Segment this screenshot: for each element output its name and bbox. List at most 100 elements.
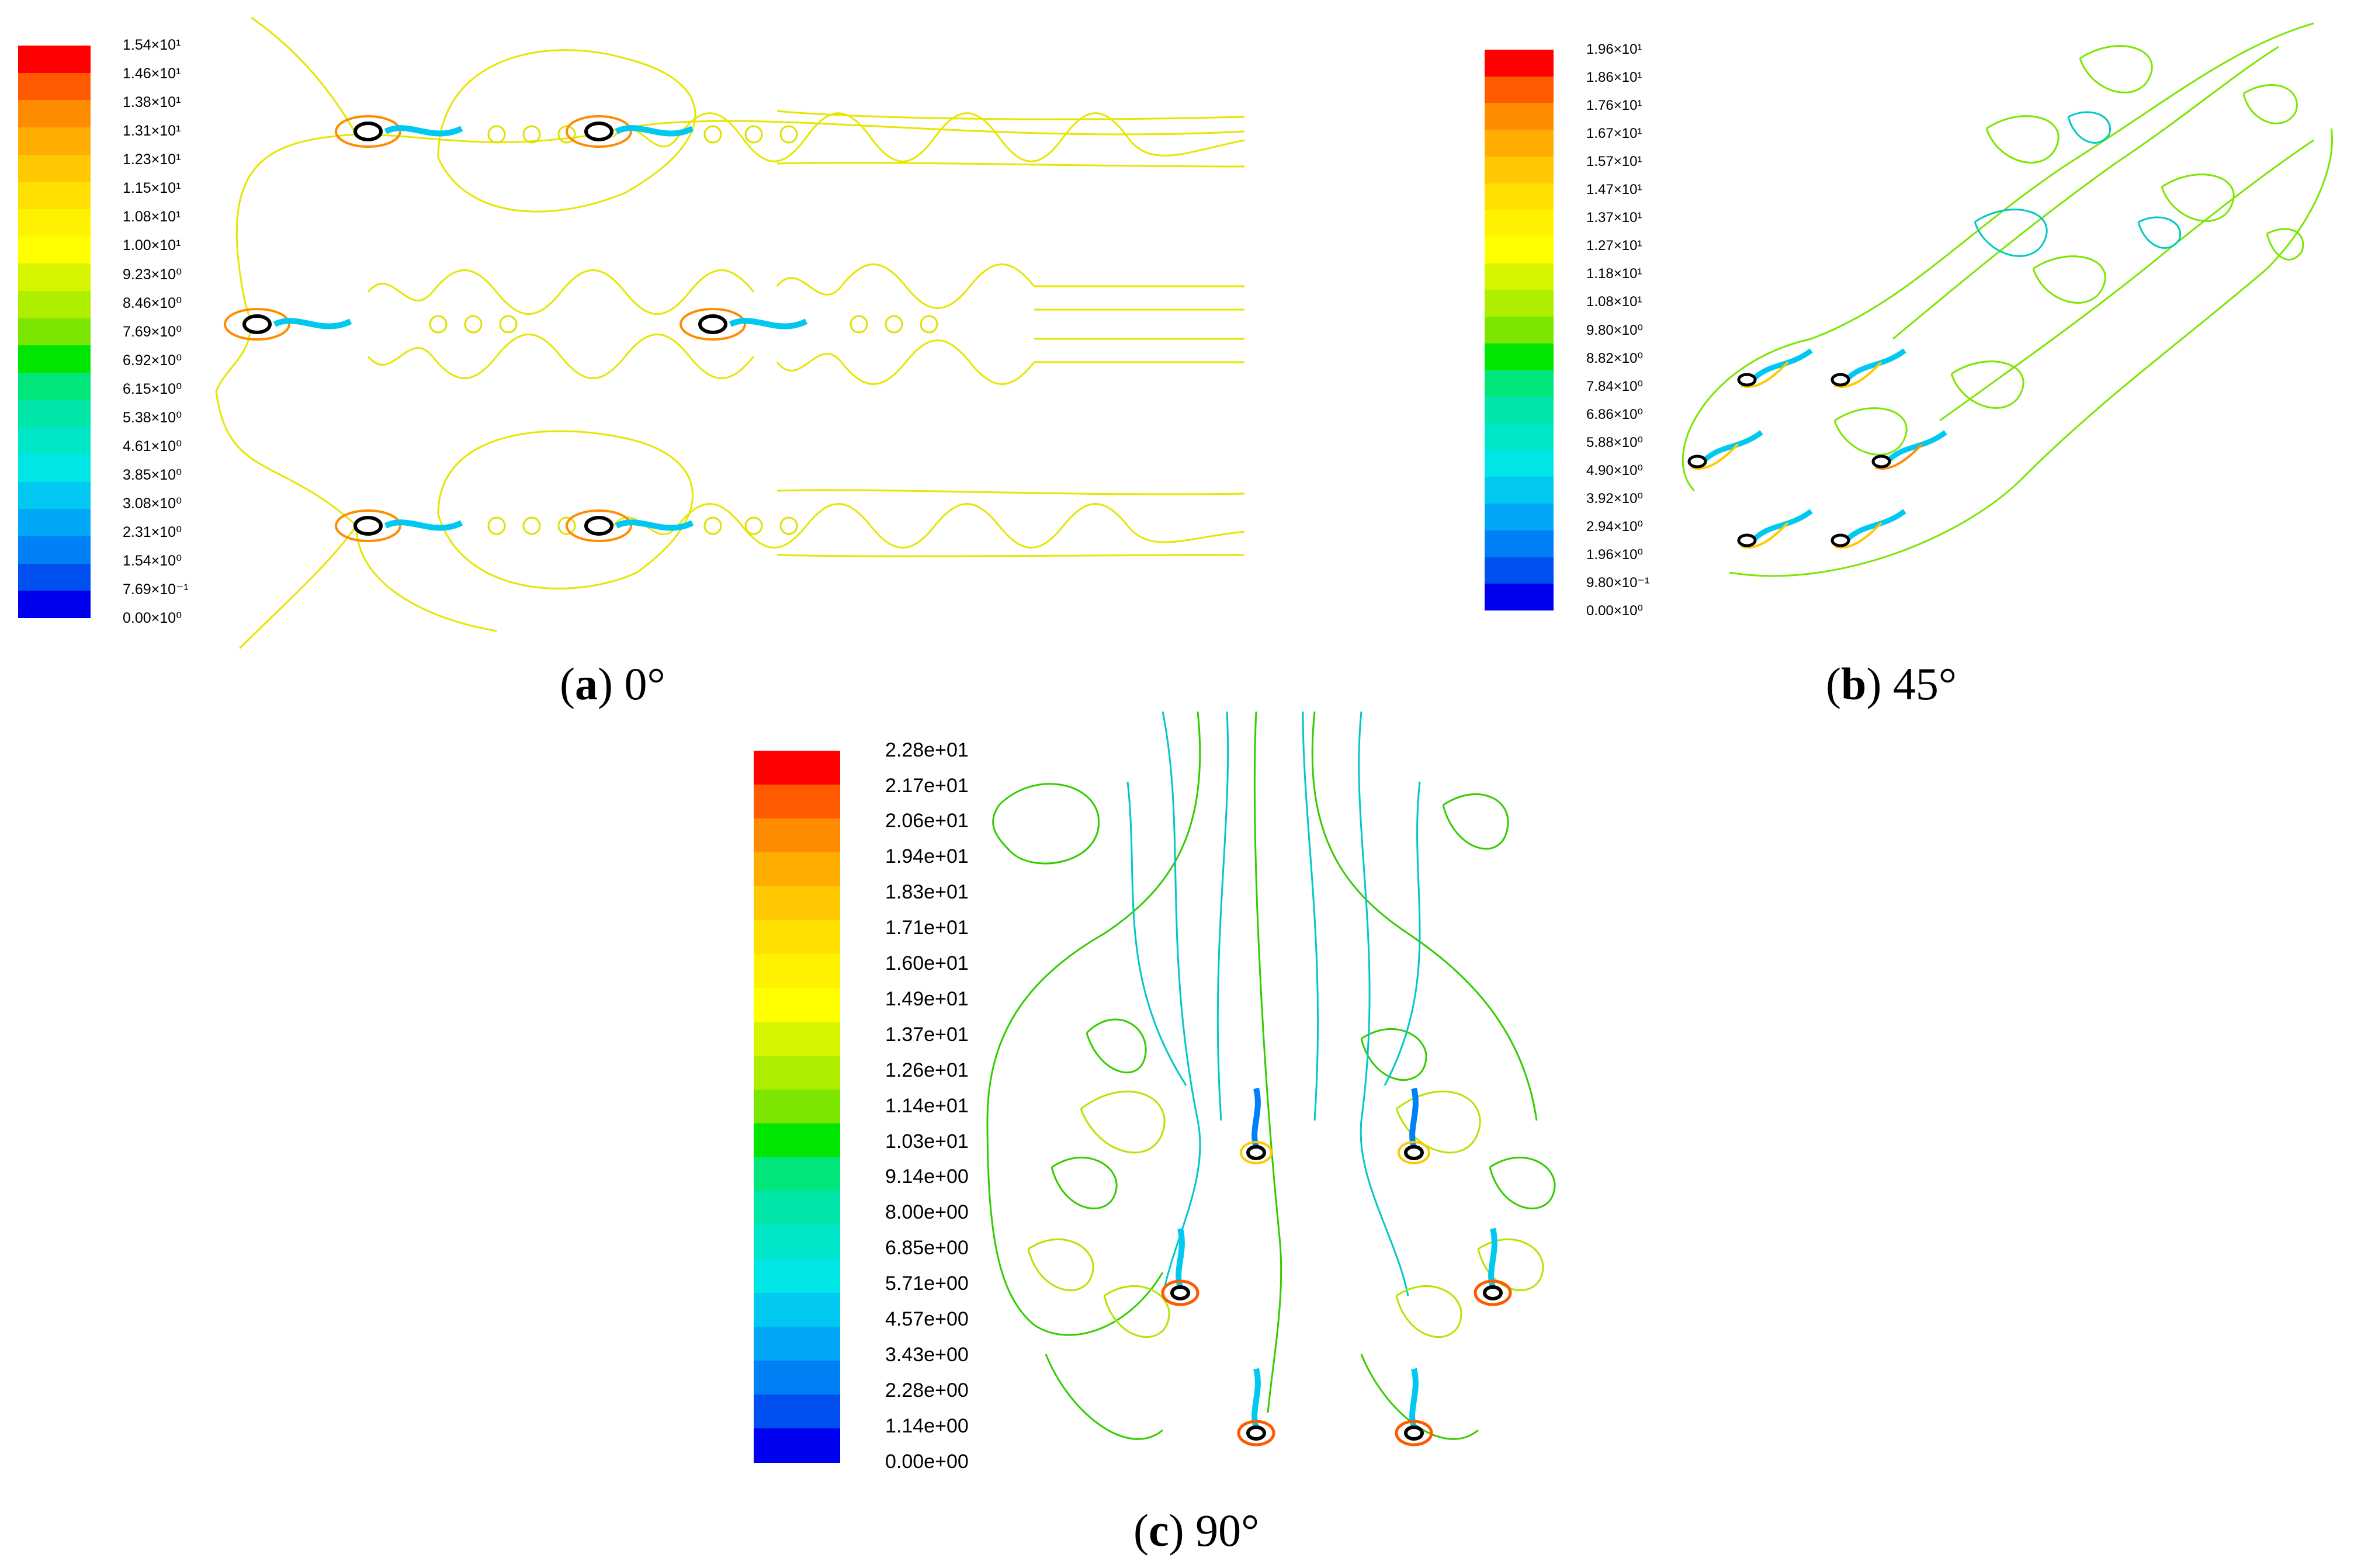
colorbar-tick-label: 1.38×10¹: [123, 94, 181, 110]
colorbar-tick-label: 9.23×10⁰: [123, 266, 182, 283]
colorbar-swatch: [18, 263, 91, 292]
colorbar-tick-label: 1.54×10¹: [123, 37, 181, 53]
colorbar-tick-label: 2.17e+01: [885, 774, 969, 797]
colorbar-swatch: [754, 818, 840, 853]
colorbar-tick-label: 1.14e+01: [885, 1094, 969, 1117]
colorbar-swatch: [1485, 130, 1554, 157]
colorbar-swatch: [754, 920, 840, 955]
colorbar-tick-label: 1.49e+01: [885, 987, 969, 1010]
colorbar-tick-label: 1.54×10⁰: [123, 553, 182, 569]
colorbar-tick-label: 5.88×10⁰: [1586, 434, 1644, 450]
colorbar-swatch: [18, 291, 91, 319]
colorbar-tick-label: 1.26e+01: [885, 1059, 969, 1081]
colorbar-tick-label: 2.31×10⁰: [123, 524, 182, 540]
caption-b-angle: 45°: [1881, 658, 1957, 709]
colorbar-tick-label: 9.80×10⁰: [1586, 322, 1644, 338]
colorbar-swatch: [1485, 210, 1554, 237]
colorbar-tick-label: 6.92×10⁰: [123, 352, 182, 369]
colorbar-tick-label: 1.71e+01: [885, 917, 969, 939]
colorbar-c: [754, 751, 840, 1463]
colorbar-swatch: [754, 1361, 840, 1395]
colorbar-swatch: [18, 236, 91, 264]
colorbar-swatch: [18, 536, 91, 564]
colorbar-swatch: [1485, 50, 1554, 77]
colorbar-tick-label: 0.00×10⁰: [1586, 602, 1644, 619]
colorbar-swatch: [1485, 237, 1554, 264]
colorbar-tick-label: 5.71e+00: [885, 1272, 969, 1295]
colorbar-swatch: [18, 563, 91, 591]
colorbar-tick-label: 1.67×10¹: [1586, 125, 1642, 141]
colorbar-swatch: [1485, 530, 1554, 558]
colorbar-tick-label: 7.69×10⁻¹: [123, 581, 189, 598]
colorbar-swatch: [754, 886, 840, 921]
colorbar-swatch: [1485, 424, 1554, 451]
colorbar-swatch: [1485, 370, 1554, 397]
colorbar-swatch: [18, 455, 91, 483]
caption-a-letter: a: [574, 658, 598, 709]
colorbar-swatch: [754, 1022, 840, 1056]
colorbar-tick-label: 1.86×10¹: [1586, 69, 1642, 85]
colorbar-swatch: [1485, 557, 1554, 584]
colorbar-swatch: [1485, 290, 1554, 317]
colorbar-tick-label: 1.60e+01: [885, 952, 969, 974]
colorbar-swatch: [18, 127, 91, 155]
colorbar-a: [18, 46, 91, 619]
colorbar-swatch: [18, 591, 91, 619]
colorbar-tick-label: 3.85×10⁰: [123, 467, 182, 483]
colorbar-swatch: [18, 373, 91, 401]
colorbar-swatch: [754, 1225, 840, 1260]
colorbar-tick-label: 2.28e+01: [885, 738, 969, 761]
colorbar-tick-label: 0.00e+00: [885, 1450, 969, 1473]
colorbar-swatch: [754, 988, 840, 1022]
caption-b: (b) 45°: [1826, 658, 1957, 709]
colorbar-swatch: [1485, 156, 1554, 184]
colorbar-tick-label: 8.46×10⁰: [123, 295, 182, 311]
colorbar-tick-label: 1.23×10¹: [123, 151, 181, 168]
colorbar-tick-label: 1.00×10¹: [123, 237, 181, 254]
colorbar-tick-label: 1.37×10¹: [1586, 209, 1642, 226]
colorbar-tick-label: 6.85e+00: [885, 1237, 969, 1260]
colorbar-swatch: [1485, 477, 1554, 504]
colorbar-tick-label: 2.06e+01: [885, 810, 969, 832]
colorbar-swatch: [754, 1428, 840, 1463]
colorbar-swatch: [754, 852, 840, 887]
colorbar-swatch: [754, 1327, 840, 1361]
contour-plot-a: [215, 16, 1245, 650]
colorbar-tick-label: 1.31×10¹: [123, 123, 181, 139]
colorbar-swatch: [18, 427, 91, 455]
colorbar-swatch: [754, 751, 840, 785]
colorbar-tick-label: 1.47×10¹: [1586, 181, 1642, 197]
caption-a-angle: 0°: [612, 658, 665, 709]
colorbar-tick-label: 0.00×10⁰: [123, 610, 182, 626]
colorbar-tick-label: 1.57×10¹: [1586, 153, 1642, 169]
colorbar-tick-label: 1.37e+01: [885, 1023, 969, 1046]
colorbar-swatch: [754, 785, 840, 819]
colorbar-swatch: [1485, 343, 1554, 371]
colorbar-swatch: [1485, 317, 1554, 344]
colorbar-swatch: [18, 400, 91, 428]
colorbar-tick-label: 3.08×10⁰: [123, 495, 182, 512]
colorbar-tick-label: 1.18×10¹: [1586, 265, 1642, 282]
colorbar-tick-label: 7.84×10⁰: [1586, 378, 1644, 394]
caption-b-letter: b: [1840, 658, 1867, 709]
colorbar-swatch: [754, 1191, 840, 1226]
colorbar-tick-label: 1.27×10¹: [1586, 237, 1642, 254]
colorbar-swatch: [754, 954, 840, 988]
colorbar-swatch: [754, 1259, 840, 1293]
colorbar-swatch: [18, 209, 91, 237]
colorbar-swatch: [754, 1056, 840, 1090]
colorbar-swatch: [1485, 450, 1554, 477]
colorbar-swatch: [754, 1293, 840, 1327]
colorbar-tick-label: 2.28e+00: [885, 1379, 969, 1402]
colorbar-tick-label: 5.38×10⁰: [123, 410, 182, 426]
caption-a: (a) 0°: [560, 658, 665, 709]
colorbar-swatch: [18, 46, 91, 74]
colorbar-tick-label: 6.15×10⁰: [123, 381, 182, 397]
colorbar-tick-label: 3.43e+00: [885, 1343, 969, 1366]
colorbar-tick-label: 1.08×10¹: [123, 209, 181, 225]
colorbar-swatch: [1485, 183, 1554, 210]
colorbar-tick-label: 4.57e+00: [885, 1308, 969, 1330]
caption-c-angle: 90°: [1184, 1505, 1260, 1556]
colorbar-swatch: [1485, 263, 1554, 290]
colorbar-swatch: [754, 1123, 840, 1158]
